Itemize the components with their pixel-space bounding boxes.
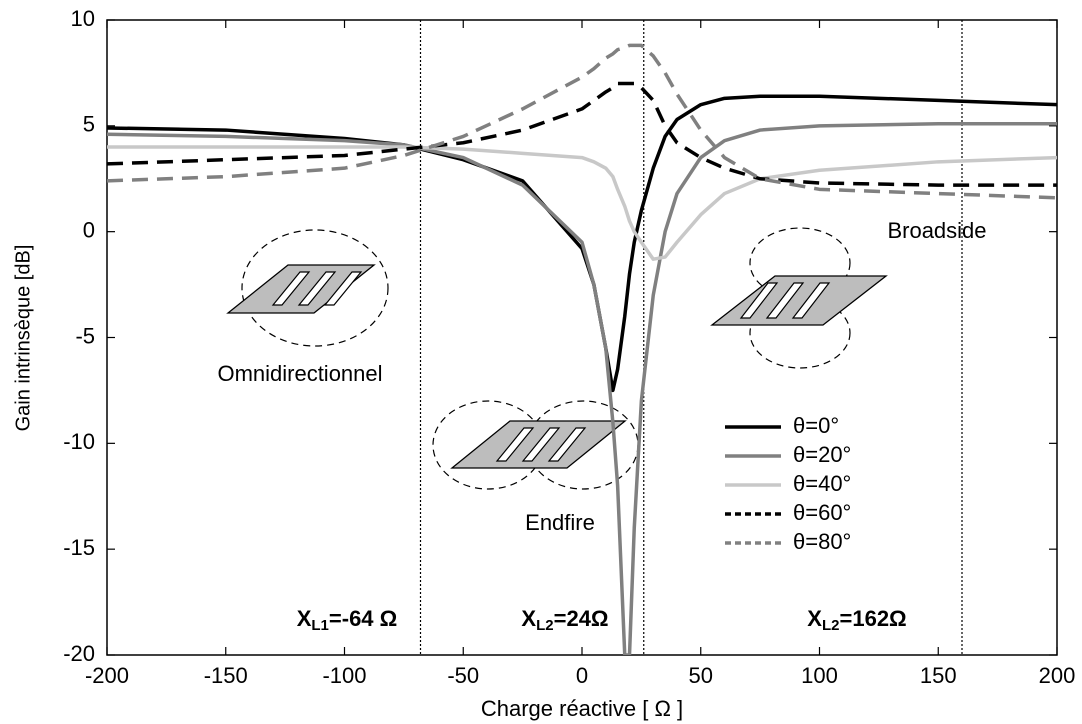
legend-label: θ=40° (793, 471, 851, 496)
region-label-main: X (807, 606, 822, 631)
annotation: Endfire (525, 510, 595, 535)
plot-lines (107, 43, 1057, 655)
x-tick-label: -50 (447, 663, 479, 688)
legend-label: θ=0° (793, 413, 839, 438)
series-line (107, 81, 1057, 187)
legend-label: θ=20° (793, 442, 851, 467)
legend-label: θ=60° (793, 500, 851, 525)
y-tick-label: 0 (83, 217, 95, 242)
annotation: Omnidirectionnel (217, 361, 382, 386)
region-label-sub: L1 (311, 617, 329, 634)
x-tick-label: -100 (322, 663, 366, 688)
annotation: Broadside (887, 218, 986, 243)
broadside-icon (710, 227, 888, 369)
region-label-sub: L2 (822, 617, 840, 634)
x-axis-label: Charge réactive [ Ω ] (481, 696, 683, 721)
region-label: XL2=162Ω (807, 606, 906, 634)
region-label-rest: =24Ω (554, 606, 609, 631)
x-tick-label: 200 (1039, 663, 1076, 688)
x-tick-label: 50 (689, 663, 713, 688)
region-label-main: X (297, 606, 312, 631)
series-line (107, 43, 1057, 200)
y-tick-label: -10 (63, 429, 95, 454)
x-tick-label: -200 (85, 663, 129, 688)
y-tick-label: 10 (71, 6, 95, 31)
omni-icon (226, 229, 389, 347)
y-tick-label: -15 (63, 535, 95, 560)
region-label-rest: =162Ω (840, 606, 907, 631)
x-tick-label: -150 (204, 663, 248, 688)
series-line (107, 145, 1057, 261)
y-axis-label: Gain intrinsèque [dB] (12, 245, 34, 432)
region-label-sub: L2 (536, 617, 554, 634)
x-tick-label: 150 (920, 663, 957, 688)
y-tick-label: -20 (63, 641, 95, 666)
endfire-icon (432, 400, 639, 490)
region-label-rest: =-64 Ω (329, 606, 397, 631)
region-label: XL1=-64 Ω (297, 606, 398, 634)
plot-frame (106, 19, 1058, 656)
legend-label: θ=80° (793, 529, 851, 554)
region-label-main: X (521, 606, 536, 631)
series-line (107, 121, 1057, 655)
region-label: XL2=24Ω (521, 606, 608, 634)
y-tick-label: 5 (83, 112, 95, 137)
x-tick-label: 0 (576, 663, 588, 688)
y-tick-label: -5 (75, 323, 95, 348)
x-tick-label: 100 (801, 663, 838, 688)
